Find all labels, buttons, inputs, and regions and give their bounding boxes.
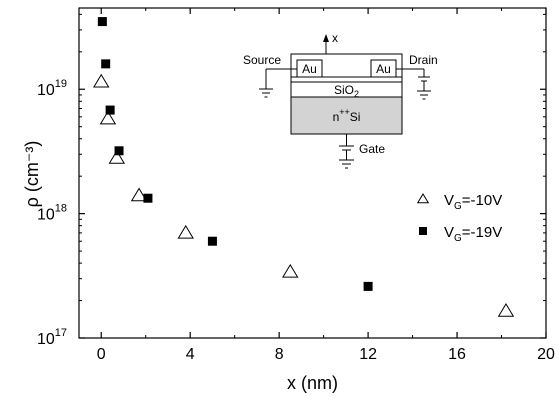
x-axis-ticks: 0 4 8 12 16 20 <box>97 8 555 363</box>
data-point-triangle <box>99 110 117 125</box>
data-point-square <box>363 281 373 291</box>
data-point-square <box>143 193 153 203</box>
data-points <box>93 17 515 317</box>
y-axis-title: ρ (cm⁻³) <box>22 141 42 208</box>
inset-substrate-label: n++Si <box>333 107 361 124</box>
inset-oxide-label: SiO2 <box>334 83 359 99</box>
y-axis-ticks: 1017 1018 1019 <box>37 13 546 348</box>
x-tick-label: 0 <box>97 346 106 363</box>
legend: VG=-10V VG=-19V <box>416 192 502 244</box>
x-axis-title: x (nm) <box>287 373 338 393</box>
inset-gate-label: Gate <box>359 142 385 156</box>
data-point-square <box>97 17 107 27</box>
data-point-triangle <box>93 73 110 88</box>
legend-label: VG=-10V <box>444 192 502 212</box>
y-tick-label: 1018 <box>37 203 67 224</box>
data-point-square <box>207 236 217 246</box>
inset-au-label-left: Au <box>302 62 317 76</box>
x-tick-label: 12 <box>359 346 377 363</box>
legend-label: VG=-19V <box>444 224 502 244</box>
inset-x-axis-label: x <box>332 31 338 45</box>
data-point-square <box>101 59 111 69</box>
plot-frame <box>78 7 547 339</box>
x-tick-label: 8 <box>275 346 284 363</box>
x-tick-label: 20 <box>537 346 555 363</box>
data-point-triangle <box>108 150 126 164</box>
inset-source-label: Source <box>243 53 281 67</box>
inset-drain-label: Drain <box>409 53 438 67</box>
y-tick-label: 1017 <box>37 327 67 348</box>
x-tick-label: 16 <box>448 346 466 363</box>
data-point-square <box>105 105 115 115</box>
inset-substrate-layer <box>290 96 403 135</box>
x-tick-label: 4 <box>186 346 195 363</box>
data-point-triangle <box>130 187 148 202</box>
inset-au-label-right: Au <box>376 62 391 76</box>
inset-x-axis-arrowhead <box>323 34 329 42</box>
legend-marker-square <box>419 227 427 235</box>
y-tick-label: 1019 <box>37 78 67 99</box>
data-point-triangle <box>177 224 194 239</box>
data-point-triangle <box>282 263 299 278</box>
data-point-triangle <box>497 302 515 317</box>
device-schematic-inset: x Au Au Source Drain SiO2 n++Si <box>243 31 438 169</box>
legend-marker-triangle <box>416 193 430 204</box>
data-point-square <box>114 146 124 156</box>
